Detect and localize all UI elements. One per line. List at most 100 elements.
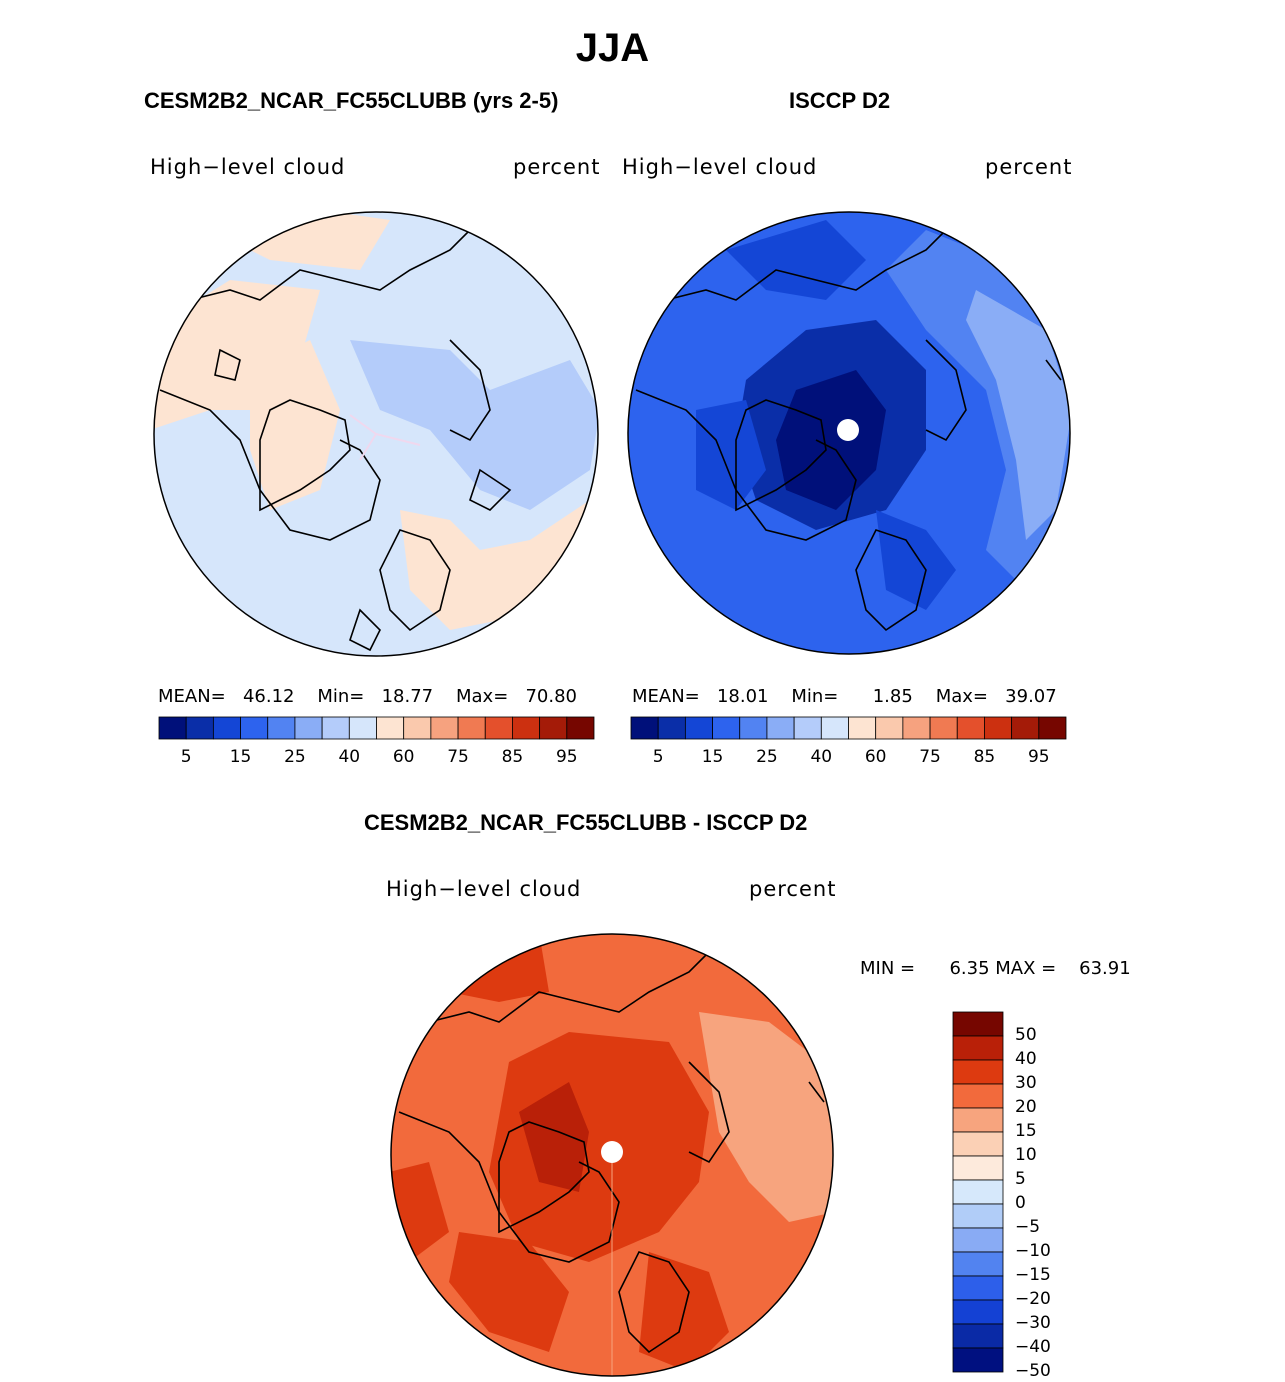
colorbar-tick-label: −40: [1015, 1337, 1051, 1357]
diff-max-value: 63.91: [1079, 958, 1131, 979]
diff-min-value: 6.35: [949, 958, 990, 979]
colorbar-swatch: [952, 1203, 1004, 1229]
model-colorbar: [158, 716, 595, 740]
colorbar-swatch: [321, 716, 350, 740]
colorbar-swatch: [952, 1323, 1004, 1349]
colorbar-swatch: [952, 1179, 1004, 1205]
model-panel-title: CESM2B2_NCAR_FC55CLUBB (yrs 2-5): [144, 88, 559, 113]
colorbar-tick-label: 40: [338, 747, 361, 767]
colorbar-swatch: [875, 716, 904, 740]
model-min-value: 18.77: [381, 686, 434, 707]
colorbar-swatch: [484, 716, 513, 740]
model-variable-label: High−level cloud: [150, 155, 346, 179]
colorbar-swatch: [566, 716, 595, 740]
colorbar-tick-label: 60: [864, 747, 887, 767]
obs-min-value: 1.85: [872, 686, 913, 707]
colorbar-tick-label: 5: [1015, 1169, 1026, 1189]
colorbar-swatch: [929, 716, 958, 740]
cloud-region-40-60: [350, 340, 598, 510]
colorbar-tick-label: 25: [756, 747, 778, 767]
obs-colorbar: [630, 716, 1067, 740]
colorbar-tick-label: 60: [392, 747, 415, 767]
colorbar-swatch: [952, 1083, 1004, 1109]
colorbar-tick-label: 30: [1015, 1073, 1037, 1093]
colorbar-tick-label: 20: [1015, 1097, 1037, 1117]
colorbar-swatch: [185, 716, 214, 740]
obs-variable-label: High−level cloud: [622, 155, 818, 179]
model-max-label: Max=: [455, 686, 509, 707]
colorbar-tick-label: 85: [973, 747, 996, 767]
colorbar-swatch: [739, 716, 768, 740]
colorbar-swatch: [1038, 716, 1067, 740]
model-stats: MEAN= 46.12 Min= 18.77 Max= 70.80: [158, 686, 577, 707]
obs-max-label: Max=: [935, 686, 988, 707]
colorbar-swatch: [212, 716, 241, 740]
colorbar-swatch: [267, 716, 296, 740]
diff-colorbar: [952, 1011, 1004, 1373]
colorbar-swatch: [1011, 716, 1040, 740]
colorbar-swatch: [348, 716, 377, 740]
colorbar-swatch: [952, 1059, 1004, 1085]
colorbar-tick-label: −30: [1015, 1313, 1051, 1333]
model-polar-map: [153, 211, 599, 657]
obs-mean-label: MEAN=: [632, 686, 700, 707]
colorbar-swatch: [294, 716, 323, 740]
colorbar-tick-label: −5: [1015, 1217, 1041, 1237]
diff-panel-title: CESM2B2_NCAR_FC55CLUBB - ISCCP D2: [364, 810, 808, 835]
pole-hole: [837, 419, 859, 441]
colorbar-swatch: [952, 1107, 1004, 1133]
colorbar-tick-label: 10: [1015, 1145, 1037, 1165]
colorbar-tick-label: 5: [180, 747, 192, 767]
colorbar-swatch: [430, 716, 459, 740]
colorbar-swatch: [240, 716, 269, 740]
season-title: JJA: [575, 26, 650, 70]
colorbar-swatch: [952, 1155, 1004, 1181]
diff-polar-map: [390, 933, 834, 1377]
colorbar-tick-label: 50: [1015, 1025, 1037, 1045]
colorbar-tick-label: 40: [810, 747, 833, 767]
colorbar-tick-label: 15: [229, 747, 252, 767]
colorbar-swatch: [630, 716, 659, 740]
diff-stats: MIN = 6.35 MAX = 63.91: [860, 958, 1131, 979]
colorbar-swatch: [952, 1131, 1004, 1157]
colorbar-tick-label: 5: [652, 747, 664, 767]
colorbar-tick-label: 95: [555, 747, 578, 767]
colorbar-tick-label: 85: [501, 747, 524, 767]
colorbar-tick-label: 75: [447, 747, 469, 767]
colorbar-swatch: [820, 716, 849, 740]
coastlines: [159, 229, 512, 652]
colorbar-swatch: [902, 716, 931, 740]
model-min-label: Min=: [317, 686, 365, 707]
diff-region-5-10: [699, 1012, 833, 1222]
colorbar-tick-label: −15: [1015, 1265, 1051, 1285]
obs-min-label: Min=: [791, 686, 839, 707]
colorbar-swatch: [952, 1251, 1004, 1277]
colorbar-tick-label: −10: [1015, 1241, 1051, 1261]
colorbar-swatch: [952, 1299, 1004, 1325]
polar-streak-artifact: [349, 414, 421, 461]
model-max-value: 70.80: [525, 686, 577, 707]
colorbar-tick-label: −20: [1015, 1289, 1051, 1309]
obs-max-value: 39.07: [1005, 686, 1057, 707]
colorbar-swatch: [766, 716, 795, 740]
colorbar-swatch: [848, 716, 877, 740]
colorbar-swatch: [984, 716, 1013, 740]
obs-mean-value: 18.01: [716, 686, 769, 707]
colorbar-tick-label: 15: [701, 747, 724, 767]
model-mean-value: 46.12: [242, 686, 295, 707]
colorbar-swatch: [512, 716, 541, 740]
colorbar-tick-label: −50: [1015, 1361, 1051, 1381]
colorbar-swatch: [158, 716, 187, 740]
obs-polar-map: [627, 211, 1071, 655]
colorbar-swatch: [952, 1347, 1004, 1373]
colorbar-swatch: [457, 716, 486, 740]
colorbar-tick-label: 95: [1027, 747, 1050, 767]
obs-units-label: percent: [985, 155, 1073, 179]
obs-panel-title: ISCCP D2: [789, 88, 891, 113]
diff-variable-label: High−level cloud: [386, 877, 582, 901]
colorbar-swatch: [403, 716, 432, 740]
colorbar-swatch: [952, 1035, 1004, 1061]
colorbar-swatch: [712, 716, 741, 740]
colorbar-swatch: [376, 716, 405, 740]
diff-units-label: percent: [749, 877, 837, 901]
